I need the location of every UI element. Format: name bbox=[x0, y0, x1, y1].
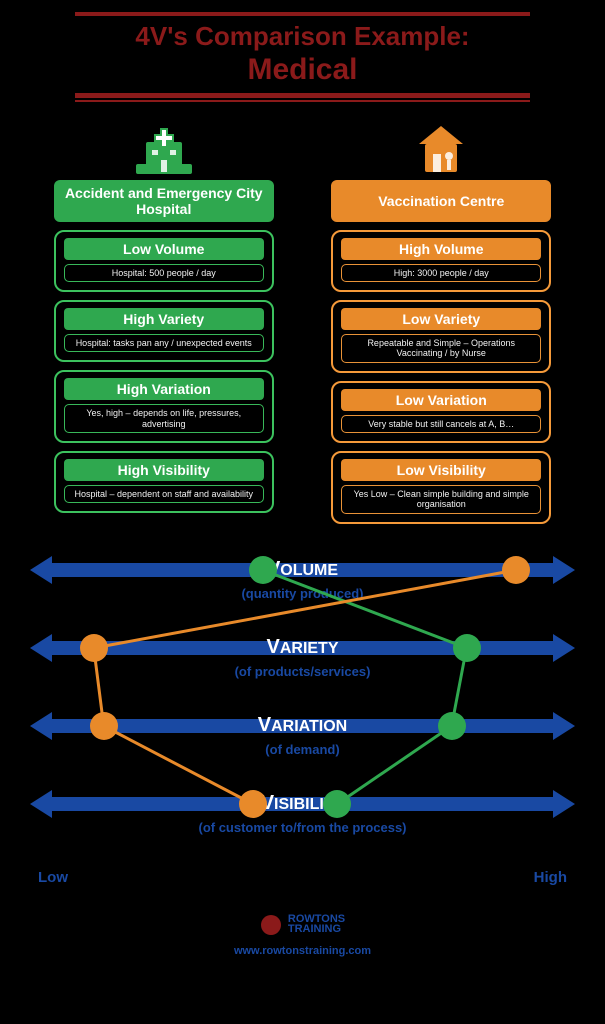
card-title: Low Volume bbox=[64, 238, 264, 260]
marker-right bbox=[80, 634, 108, 662]
axis-label: VARIETY bbox=[266, 636, 338, 659]
card-sub: Very stable but still cancels at A, B… bbox=[341, 415, 541, 433]
axis-variation: VARIATION(of demand) bbox=[30, 710, 575, 748]
card-title: High Variation bbox=[64, 378, 264, 400]
right-cards-card: High Volume High: 3000 people / day bbox=[331, 230, 551, 292]
axis-visibility: VISIBILITY(of customer to/from the proce… bbox=[30, 788, 575, 826]
axis-variety: VARIETY(of products/services) bbox=[30, 632, 575, 670]
axis-label: VOLUME bbox=[267, 558, 338, 581]
left-cards-card: High Variety Hospital: tasks pan any / un… bbox=[54, 300, 274, 362]
brand-line2: TRAINING bbox=[288, 925, 345, 935]
axis-label: VARIATION bbox=[258, 714, 347, 737]
header-rule-bottom bbox=[75, 93, 530, 102]
marker-left bbox=[323, 790, 351, 818]
axis-desc: (of products/services) bbox=[30, 664, 575, 679]
hospital-icon bbox=[136, 120, 192, 174]
card-title: High Volume bbox=[341, 238, 541, 260]
header-rule-top bbox=[75, 12, 530, 16]
high-label: High bbox=[534, 869, 567, 886]
footer-url: www.rowtonstraining.com bbox=[0, 945, 605, 957]
axis-desc: (quantity produced) bbox=[30, 586, 575, 601]
marker-left bbox=[453, 634, 481, 662]
axes-section: VOLUME(quantity produced) VARIETY(of pro… bbox=[30, 554, 575, 884]
right-cards-card: Low Variety Repeatable and Simple – Opera… bbox=[331, 300, 551, 373]
card-title: Low Visibility bbox=[341, 459, 541, 481]
card-title: Low Variation bbox=[341, 389, 541, 411]
marker-right bbox=[502, 556, 530, 584]
left-cards-card: High Visibility Hospital – dependent on s… bbox=[54, 451, 274, 513]
page-subtitle: Medical bbox=[0, 53, 605, 87]
right-column: Vaccination Centre High Volume High: 3000… bbox=[318, 120, 566, 532]
page-title: 4V's Comparison Example: bbox=[0, 22, 605, 51]
card-title: Low Variety bbox=[341, 308, 541, 330]
left-column: Accident and Emergency City Hospital Low… bbox=[40, 120, 288, 532]
logo-icon bbox=[260, 914, 282, 936]
right-cards-card: Low Visibility Yes Low – Clean simple bui… bbox=[331, 451, 551, 524]
marker-left bbox=[249, 556, 277, 584]
footer: ROWTONS TRAINING www.rowtonstraining.com bbox=[0, 914, 605, 957]
marker-left bbox=[438, 712, 466, 740]
axis-desc: (of customer to/from the process) bbox=[30, 820, 575, 835]
card-sub: Hospital: 500 people / day bbox=[64, 264, 264, 282]
card-title: High Visibility bbox=[64, 459, 264, 481]
card-sub: Yes, high – depends on life, pressures, … bbox=[64, 404, 264, 433]
clinic-icon bbox=[413, 120, 469, 174]
marker-right bbox=[239, 790, 267, 818]
card-sub: Hospital – dependent on staff and availa… bbox=[64, 485, 264, 503]
left-cards-card: High Variation Yes, high – depends on lif… bbox=[54, 370, 274, 443]
right-banner: Vaccination Centre bbox=[331, 180, 551, 222]
left-banner: Accident and Emergency City Hospital bbox=[54, 180, 274, 222]
axis-desc: (of demand) bbox=[30, 742, 575, 757]
low-label: Low bbox=[38, 869, 68, 886]
right-cards-card: Low Variation Very stable but still cance… bbox=[331, 381, 551, 443]
card-sub: Hospital: tasks pan any / unexpected eve… bbox=[64, 334, 264, 352]
left-cards-card: Low Volume Hospital: 500 people / day bbox=[54, 230, 274, 292]
card-title: High Variety bbox=[64, 308, 264, 330]
card-sub: Yes Low – Clean simple building and simp… bbox=[341, 485, 541, 514]
card-sub: High: 3000 people / day bbox=[341, 264, 541, 282]
marker-right bbox=[90, 712, 118, 740]
axis-volume: VOLUME(quantity produced) bbox=[30, 554, 575, 592]
card-sub: Repeatable and Simple – Operations Vacci… bbox=[341, 334, 541, 363]
